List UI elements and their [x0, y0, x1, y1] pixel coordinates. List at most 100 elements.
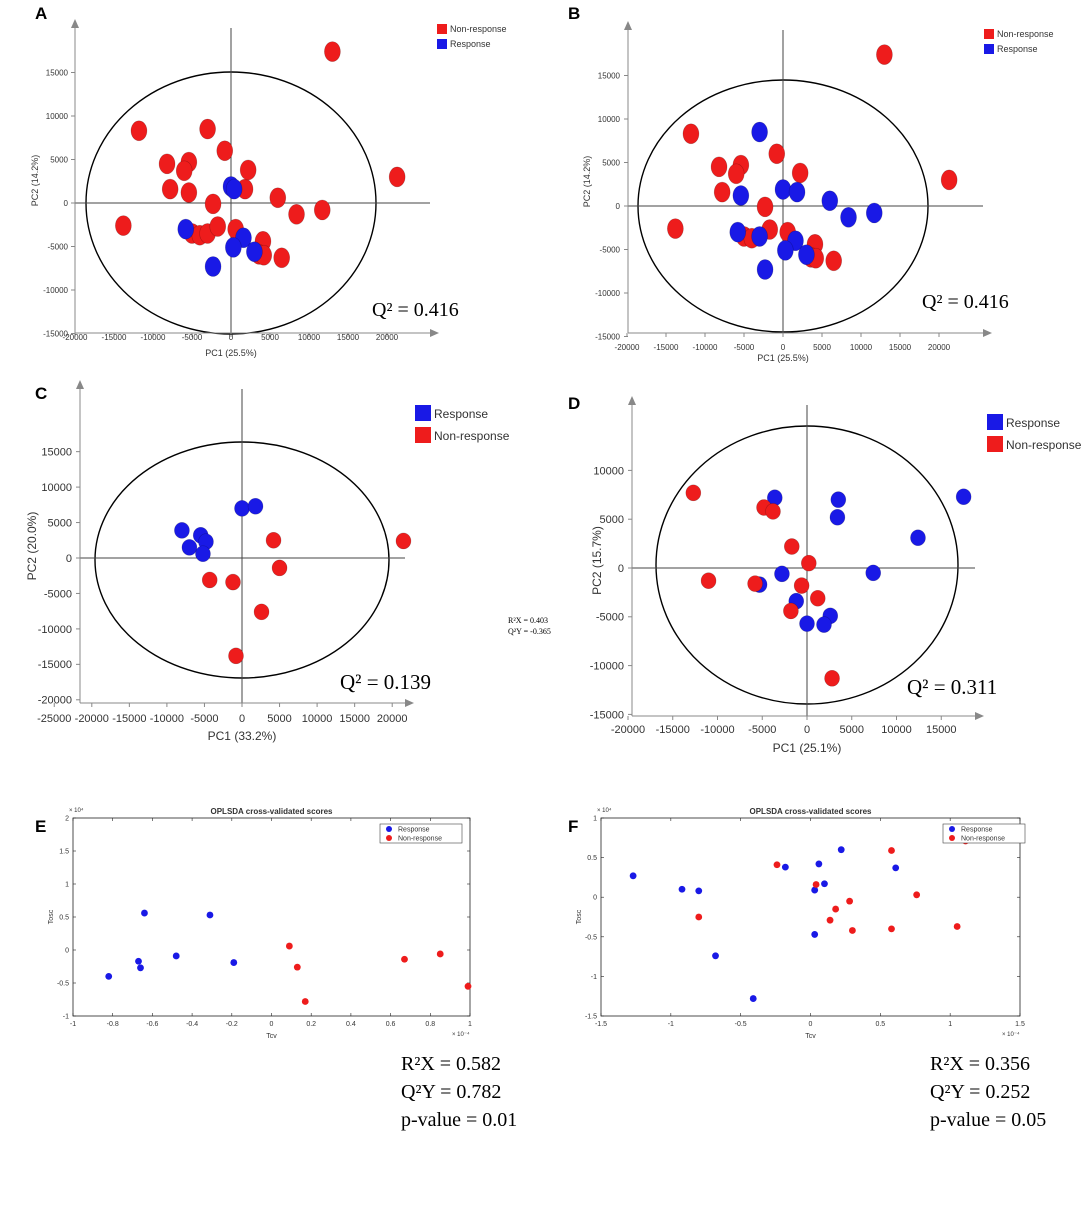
point-response	[865, 202, 883, 224]
x-tick-label: 0	[781, 343, 786, 352]
point-non-response	[313, 199, 331, 221]
y-tick-label: -10000	[595, 289, 620, 298]
point-non-response	[913, 891, 921, 899]
point-response	[821, 880, 828, 888]
point-non-response	[228, 647, 244, 665]
y-axis-arrow	[71, 19, 79, 28]
point-non-response	[324, 41, 341, 62]
legend-swatch	[437, 39, 447, 49]
legend-label: Response	[1006, 416, 1060, 430]
point-non-response	[285, 942, 293, 950]
point-response	[811, 931, 819, 938]
x-tick-label: -15000	[102, 333, 127, 342]
point-response	[247, 497, 264, 515]
y-tick-label: 0	[66, 553, 72, 565]
y-axis-label: Tosc	[48, 909, 55, 924]
point-non-response	[301, 998, 309, 1005]
y-tick-label: -1	[591, 974, 597, 981]
y-tick-label: -5000	[600, 245, 621, 254]
point-response	[815, 860, 823, 868]
point-non-response	[199, 118, 216, 140]
point-response	[678, 885, 686, 893]
point-non-response	[216, 140, 234, 162]
y-axis-label: Tosc	[576, 909, 583, 924]
point-non-response	[713, 181, 731, 203]
y-tick-label: 5000	[602, 158, 620, 167]
point-non-response	[293, 963, 301, 971]
y-axis-arrow	[624, 21, 632, 30]
point-response	[204, 256, 222, 277]
x-tick-label: 5000	[261, 333, 279, 342]
y-tick-label: -10000	[590, 660, 624, 672]
point-response	[712, 952, 719, 960]
y-tick-label: -1	[63, 1014, 69, 1021]
y-tick-label: 0	[593, 895, 597, 902]
point-non-response	[685, 484, 702, 502]
legend-label: Response	[450, 39, 491, 49]
x-tick-label: -5000	[734, 343, 755, 352]
x-tick-label: 10000	[881, 724, 912, 736]
x-tick-label: 0	[804, 724, 810, 736]
x-tick-label: -0.4	[186, 1021, 198, 1028]
x-tick-label: -15000	[112, 713, 146, 725]
legend-label: Non-response	[997, 29, 1054, 39]
point-non-response	[273, 247, 291, 269]
x-tick-label: -20000	[615, 343, 640, 352]
x-tick-label: 10000	[850, 343, 873, 352]
point-non-response	[388, 166, 406, 188]
point-non-response	[826, 916, 834, 924]
stat-line: Q²Y = 0.252	[930, 1081, 1030, 1103]
point-response	[811, 886, 819, 894]
q2-annotation: Q² = 0.416	[372, 299, 459, 321]
panel-label-E: E	[35, 817, 46, 836]
legend-box	[942, 823, 1026, 844]
point-non-response	[710, 156, 728, 178]
x-tick-label: 15000	[926, 724, 957, 736]
y-tick-label: 0	[65, 948, 69, 955]
point-non-response	[158, 153, 176, 175]
x-tick-label: -0.6	[146, 1021, 158, 1028]
x-tick-label: -0.2	[226, 1021, 238, 1028]
x-tick-label: -5000	[748, 724, 776, 736]
point-non-response	[204, 193, 222, 215]
x-tick-label: 10000	[302, 713, 333, 725]
x-axis-label: PC1 (33.2%)	[208, 729, 277, 743]
x-tick-label: -10000	[150, 713, 184, 725]
x-axis-label: PC1 (25.1%)	[773, 741, 842, 755]
x-tick-label: -10000	[693, 343, 718, 352]
point-response	[172, 952, 180, 960]
point-non-response	[832, 905, 840, 913]
point-non-response	[940, 169, 958, 191]
y-tick-label: 10000	[46, 112, 69, 121]
point-response	[729, 221, 747, 243]
point-response	[830, 491, 847, 508]
point-non-response	[800, 554, 817, 572]
point-response	[910, 529, 926, 547]
point-response	[246, 241, 263, 263]
y-exponent: × 10⁴	[69, 807, 84, 814]
y-tick-label: 2	[65, 816, 69, 823]
point-response	[799, 615, 815, 632]
point-non-response	[793, 577, 810, 594]
x-tick-label: 1	[468, 1021, 472, 1028]
x-tick-label: 0.8	[425, 1021, 435, 1028]
point-non-response	[846, 897, 854, 905]
point-response	[865, 564, 882, 582]
point-non-response	[783, 538, 800, 555]
y-axis-label: PC2 (15.7%)	[590, 526, 604, 595]
y-axis-arrow	[628, 396, 636, 405]
point-response	[955, 488, 972, 506]
y-tick-label: 0	[616, 202, 621, 211]
x-exponent: × 10⁻⁴	[452, 1031, 470, 1038]
legend-box	[379, 823, 463, 844]
legend-label: Non-response	[961, 836, 1005, 843]
point-non-response	[953, 923, 961, 930]
panel-label-C: C	[35, 384, 47, 403]
point-non-response	[667, 218, 684, 239]
x-tick-label: -20000	[63, 333, 88, 342]
point-response	[749, 995, 757, 1002]
legend-marker	[949, 835, 955, 841]
point-non-response	[876, 44, 893, 65]
point-non-response	[791, 162, 809, 184]
y-tick-label: 15000	[598, 71, 621, 80]
